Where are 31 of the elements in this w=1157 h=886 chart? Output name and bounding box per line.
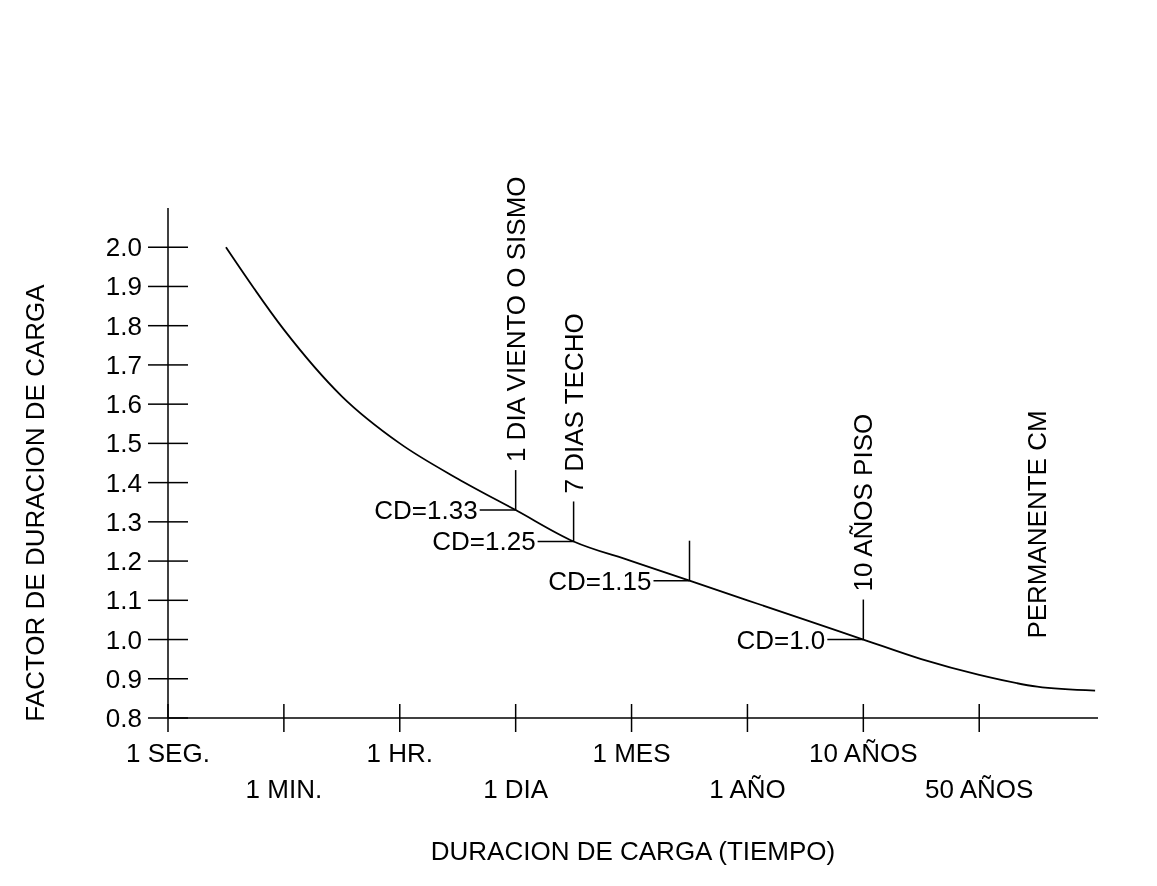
x-tick-label: 1 SEG. (126, 738, 210, 768)
annotation: CD=1.15 (548, 565, 652, 596)
y-tick-label: 1.6 (105, 389, 142, 420)
x-tick-label: 1 HR. (366, 738, 434, 768)
x-tick-label: 1 MES (592, 738, 671, 768)
y-tick-label: 1.9 (105, 271, 142, 302)
x-tick-label: 1 AÑO (709, 774, 786, 804)
y-tick-label: 2.0 (105, 232, 142, 263)
annotation: CD=1.25 (432, 526, 536, 557)
y-tick-label: 0.9 (105, 663, 142, 694)
y-axis-title: FACTOR DE DURACION DE CARGA (20, 283, 50, 722)
annotation: 7 DIAS TECHO (558, 313, 589, 494)
annotation: 1 DIA VIENTO O SISMO (500, 176, 531, 463)
y-tick-label: 1.2 (105, 546, 142, 577)
y-tick-label: 1.7 (105, 349, 142, 380)
y-tick-label: 1.4 (105, 467, 142, 498)
y-tick-label: 0.8 (105, 703, 142, 733)
annotation: PERMANENTE CM (1022, 410, 1053, 639)
y-tick-label: 1.1 (105, 585, 142, 616)
x-tick-label: 50 AÑOS (925, 774, 1034, 804)
x-axis-title: DURACION DE CARGA (TIEMPO) (430, 836, 836, 866)
y-tick-label: 1.0 (105, 624, 142, 655)
y-tick-label: 1.3 (105, 506, 142, 537)
y-tick-label: 1.8 (105, 310, 142, 341)
annotation: CD=1.0 (736, 624, 826, 655)
annotation: 10 AÑOS PISO (848, 413, 879, 592)
x-tick-label: 10 AÑOS (809, 738, 918, 768)
annotation: CD=1.33 (374, 495, 478, 526)
x-tick-label: 1 MIN. (245, 774, 323, 804)
y-tick-label: 1.5 (105, 428, 142, 459)
x-tick-label: 1 DIA (483, 774, 549, 804)
